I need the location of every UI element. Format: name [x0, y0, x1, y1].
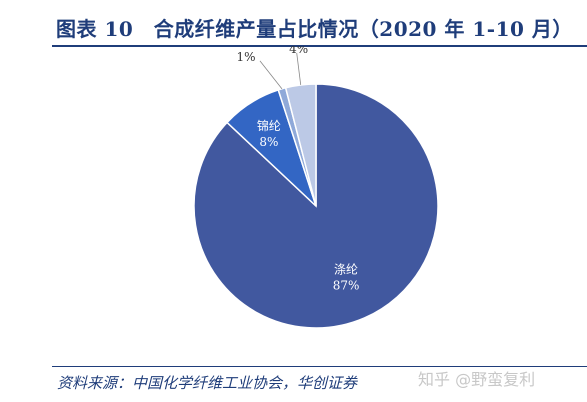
slice-name-label: 锦纶: [257, 119, 281, 133]
pie-slice-3: [284, 83, 317, 207]
slice-percent-label: 8%: [259, 135, 278, 149]
source-rule: [52, 366, 587, 367]
title-bar: 图表 10 合成纤维产量占比情况（2020 年 1-10 月）: [0, 0, 587, 46]
slice-percent-label: 1%: [236, 50, 255, 64]
slice-name-label: 氨纶: [234, 46, 258, 48]
source-note: 资料来源：中国化学纤维工业协会，华创证券: [57, 374, 358, 392]
title-rule: [52, 45, 587, 47]
leader-line-2: [259, 60, 283, 90]
watermark: 知乎 @野蛮复利: [418, 370, 536, 389]
slice-name-label: 涤纶: [334, 262, 358, 276]
slice-percent-label: 87%: [333, 278, 360, 292]
leader-line-3: [296, 52, 302, 86]
chart-title: 图表 10 合成纤维产量占比情况（2020 年 1-10 月）: [56, 17, 573, 41]
slice-percent-label: 4%: [289, 46, 308, 56]
